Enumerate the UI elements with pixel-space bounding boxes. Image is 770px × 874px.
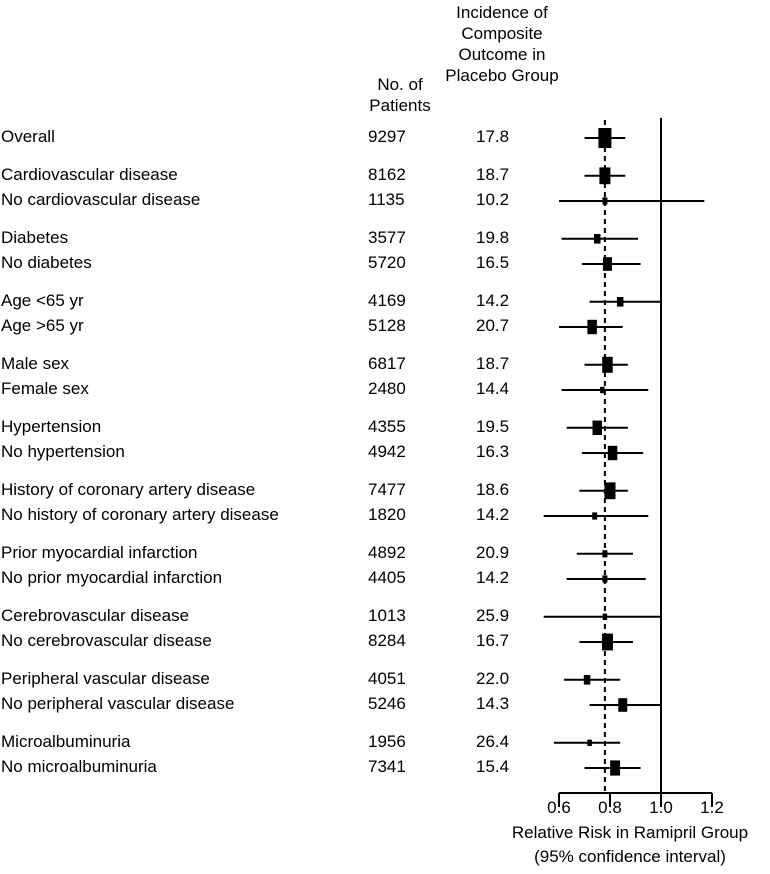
row-label: Cerebrovascular disease xyxy=(1,605,190,625)
row-incidence: 20.7 xyxy=(476,316,510,335)
row-label: Overall xyxy=(1,127,55,146)
row-incidence: 22.0 xyxy=(476,668,510,688)
point-estimate-box xyxy=(601,633,613,651)
row-patients: 1013 xyxy=(368,605,406,625)
row-incidence: 14.2 xyxy=(476,505,510,524)
row-label: No history of coronary artery disease xyxy=(1,505,279,524)
row-incidence: 18.6 xyxy=(476,479,510,499)
row-label: Male sex xyxy=(1,353,70,373)
row-incidence: 14.3 xyxy=(476,694,510,713)
row-label: Microalbuminuria xyxy=(1,731,131,751)
row-label: No peripheral vascular disease xyxy=(1,694,235,713)
row-patients: 8284 xyxy=(368,631,406,650)
row-patients: 3577 xyxy=(368,227,406,247)
row-patients: 7341 xyxy=(368,757,406,776)
row-patients: 5246 xyxy=(368,694,406,713)
row-label: No cardiovascular disease xyxy=(1,190,201,209)
point-estimate-box xyxy=(587,739,592,746)
point-estimate-box xyxy=(594,234,601,244)
row-label: Prior myocardial infarction xyxy=(1,542,198,562)
x-tick-label: 0.8 xyxy=(598,798,622,817)
row-label: No diabetes xyxy=(1,253,92,272)
point-estimate-box xyxy=(592,512,598,520)
row-patients: 4051 xyxy=(368,668,406,688)
row-incidence: 14.4 xyxy=(476,379,510,398)
row-label: No microalbuminuria xyxy=(1,757,157,776)
point-estimate-box xyxy=(610,760,621,776)
row-label: Peripheral vascular disease xyxy=(1,668,210,688)
row-label: Diabetes xyxy=(1,227,69,247)
point-estimate-box xyxy=(616,297,624,307)
row-label: Hypertension xyxy=(1,416,102,436)
point-estimate-box xyxy=(583,675,591,685)
row-incidence: 15.4 xyxy=(476,757,510,776)
row-incidence: 14.2 xyxy=(476,290,510,310)
row-label: Cardiovascular disease xyxy=(1,164,178,184)
x-axis-label: Relative Risk in Ramipril Group xyxy=(511,823,749,842)
point-estimate-box xyxy=(600,386,605,394)
row-label: Age <65 yr xyxy=(1,290,84,310)
x-axis-sublabel: (95% confidence interval) xyxy=(534,847,726,866)
row-incidence: 20.9 xyxy=(476,542,510,562)
column-header-incidence: Incidence of Composite Outcome in Placeb… xyxy=(445,3,559,85)
row-incidence: 10.2 xyxy=(476,190,510,209)
row-patients: 9297 xyxy=(368,127,406,146)
point-estimate-box xyxy=(618,698,628,712)
point-estimate-box xyxy=(602,356,613,373)
row-patients: 2480 xyxy=(368,379,406,398)
row-incidence: 26.4 xyxy=(476,731,510,751)
row-patients: 4942 xyxy=(368,442,406,461)
row-patients: 7477 xyxy=(368,479,406,499)
row-incidence: 19.5 xyxy=(476,416,510,436)
row-patients: 4892 xyxy=(368,542,406,562)
row-patients: 5720 xyxy=(368,253,406,272)
point-estimate-box xyxy=(602,257,612,271)
row-label: No cerebrovascular disease xyxy=(1,631,212,650)
row-patients: 6817 xyxy=(368,353,406,373)
row-incidence: 16.3 xyxy=(476,442,510,461)
row-patients: 5128 xyxy=(368,316,406,335)
row-incidence: 17.8 xyxy=(476,127,510,146)
point-estimate-box xyxy=(604,482,616,500)
row-incidence: 18.7 xyxy=(476,164,510,184)
row-patients: 1135 xyxy=(368,190,405,209)
row-label: Age >65 yr xyxy=(1,316,84,335)
x-tick-label: 1.2 xyxy=(700,798,724,817)
row-incidence: 25.9 xyxy=(476,605,510,625)
row-patients: 8162 xyxy=(368,164,406,184)
point-estimate-box xyxy=(607,445,618,461)
row-incidence: 18.7 xyxy=(476,353,510,373)
row-label: History of coronary artery disease xyxy=(1,479,256,499)
row-patients: 4405 xyxy=(368,568,406,587)
row-label: Female sex xyxy=(1,379,89,398)
row-incidence: 16.7 xyxy=(476,631,510,650)
row-patients: 4355 xyxy=(368,416,406,436)
row-incidence: 16.5 xyxy=(476,253,510,272)
x-tick-label: 1.0 xyxy=(649,798,673,817)
point-estimate-box xyxy=(592,420,602,435)
column-header-patients: No. of Patients xyxy=(369,75,431,115)
row-patients: 1956 xyxy=(368,731,406,751)
x-tick-label: 0.6 xyxy=(547,798,571,817)
row-incidence: 14.2 xyxy=(476,568,510,587)
row-label: No prior myocardial infarction xyxy=(1,568,223,587)
point-estimate-box xyxy=(587,319,597,335)
row-label: No hypertension xyxy=(1,442,125,461)
row-incidence: 19.8 xyxy=(476,227,510,247)
row-patients: 1820 xyxy=(368,505,406,524)
row-patients: 4169 xyxy=(368,290,406,310)
